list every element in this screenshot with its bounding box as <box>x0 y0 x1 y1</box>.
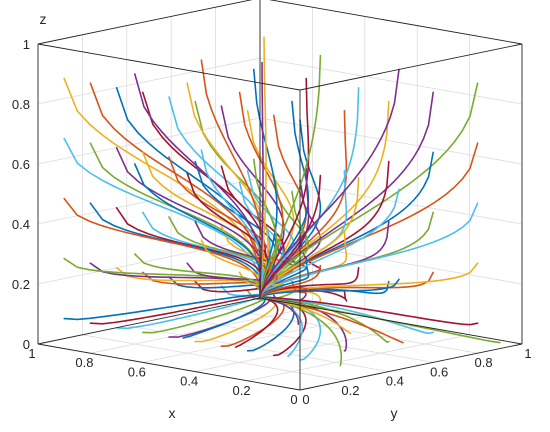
axis-labels: x y z <box>40 11 398 421</box>
box-edge-line <box>299 43 523 91</box>
z-tick-label: 0.4 <box>12 217 30 232</box>
x-tick-label: 1 <box>28 346 35 361</box>
trajectory-line <box>259 188 400 299</box>
trajectory-line <box>259 297 501 344</box>
trajectory-line <box>89 82 262 299</box>
y-axis-label: y <box>391 405 398 421</box>
trajectory-line <box>259 257 310 299</box>
z-tick-label: 0.6 <box>12 157 30 172</box>
z-tick-label: 0.8 <box>12 97 30 112</box>
axes-box <box>37 0 523 391</box>
y-tick-label: 0.4 <box>386 374 404 389</box>
trajectory-line <box>259 264 322 299</box>
box-edge-line <box>37 43 301 91</box>
box-edge-line <box>268 0 523 45</box>
wall-y-grid-line <box>259 117 523 165</box>
x-tick-label: 0.2 <box>233 383 251 398</box>
trajectory-line <box>259 87 360 299</box>
trajectory-line <box>259 177 360 299</box>
x-tick-label: 0.4 <box>180 374 198 389</box>
trajectory-line <box>259 174 322 299</box>
y-tick-label: 0.8 <box>475 355 493 370</box>
wall-x-grid-line <box>37 117 261 165</box>
y-tick-label: 0 <box>302 392 309 407</box>
x-tick-label: 0 <box>290 392 297 407</box>
box-edge-line <box>259 297 523 345</box>
wall-x-grid-line <box>37 237 261 285</box>
box-edge-line <box>37 297 261 345</box>
x-axis-label: x <box>169 405 176 421</box>
z-tick-label: 0.2 <box>12 277 30 292</box>
floor-grid-line <box>247 334 470 382</box>
trajectory-line <box>63 77 262 299</box>
y-axis-line <box>299 343 523 391</box>
z-axis-label: z <box>40 11 47 27</box>
trajectory-line <box>142 295 267 334</box>
x-axis-line <box>37 343 301 391</box>
y-tick-label: 1 <box>524 346 531 361</box>
wall-y-grid-line <box>259 57 523 105</box>
trajectory-line <box>259 54 322 299</box>
z-tick-label: 1 <box>23 37 30 52</box>
trajectory-line <box>259 296 479 326</box>
floor-grid-line <box>90 306 313 354</box>
trajectory-line <box>259 202 479 299</box>
floor-grid-line <box>82 334 345 382</box>
y-tick-label: 0.6 <box>430 364 448 379</box>
x-tick-label: 0.8 <box>75 355 93 370</box>
floor-grid-line <box>142 316 365 363</box>
wall-y-grid-line <box>259 177 523 225</box>
x-tick-label: 0.6 <box>128 364 146 379</box>
trajectory-line <box>259 68 400 299</box>
y-tick-label: 0.2 <box>341 383 359 398</box>
z-tick-label: 0 <box>23 337 30 352</box>
box-edge-line <box>37 0 253 45</box>
floor-grid-line <box>171 316 434 363</box>
wall-x-grid-line <box>37 57 261 105</box>
trajectory-line <box>259 278 400 299</box>
trajectory-layer <box>63 36 501 367</box>
trajectory-line <box>259 262 479 299</box>
trajectory-line <box>63 294 262 321</box>
tick-labels: 00.20.40.60.8100.20.40.60.8100.20.40.60.… <box>12 37 532 407</box>
trajectory-line <box>259 61 264 299</box>
